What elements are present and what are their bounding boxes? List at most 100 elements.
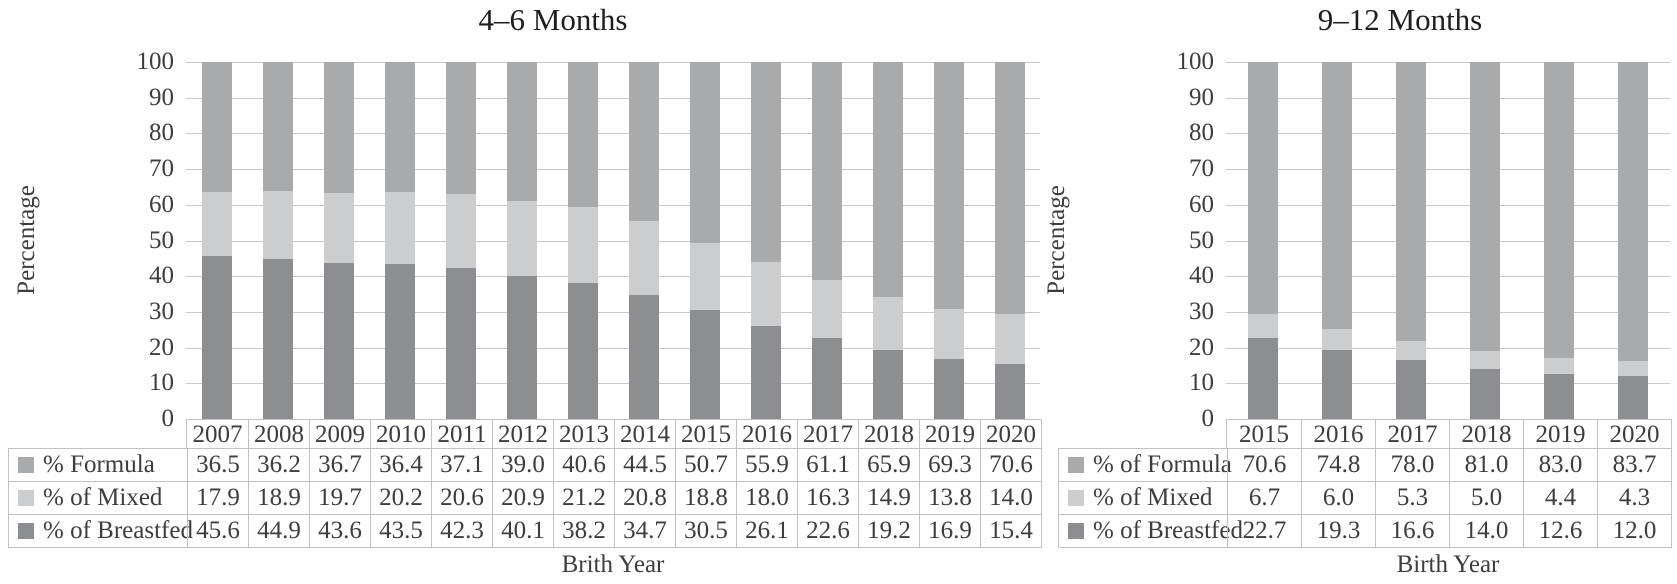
bar-segment-of-breastfed [506, 275, 537, 419]
bar-segment-formula [323, 62, 354, 194]
year-header-cell: 2017 [797, 420, 858, 449]
value-cell: 19.7 [309, 482, 370, 514]
bar-segment-of-breastfed [811, 338, 842, 419]
value-cell: 30.5 [675, 515, 736, 547]
legend-label: % of Mixed [43, 484, 163, 511]
year-header-cell: 2009 [309, 420, 370, 449]
legend-swatch-of-formula [1068, 457, 1084, 473]
legend-cell-of-formula: % of Formula [1059, 449, 1232, 481]
bar-segment-of-mixed [445, 194, 476, 268]
value-cell: 83.0 [1523, 449, 1597, 481]
y-axis-tick: 40 [149, 262, 174, 290]
gridline [1226, 133, 1670, 135]
value-cell: 22.6 [797, 515, 858, 547]
table-row-of-formula: % of Formula 70.6 74.8 78.0 81.0 83.0 83.7 [1058, 448, 1672, 482]
value-cell: 12.6 [1523, 515, 1597, 547]
gridline [186, 347, 1040, 349]
legend-label: % of Breastfed [1093, 517, 1243, 544]
legend-label: % of Breastfed [43, 517, 193, 544]
gridline [1226, 97, 1670, 99]
bar-segment-of-formula [1544, 62, 1574, 359]
y-axis-tick: 40 [1189, 262, 1214, 290]
bar-segment-of-mixed [1322, 328, 1352, 351]
bar-segment-of-formula [1618, 62, 1648, 361]
bar-segment-of-mixed [384, 191, 415, 264]
value-cell: 70.6 [980, 449, 1041, 481]
table-row-of-breastfed: % of Breastfed 45.6 44.9 43.6 43.5 42.3 40.1 38… [8, 514, 1042, 548]
value-cell: 20.6 [431, 482, 492, 514]
x-axis-title-left: Brith Year [561, 551, 665, 578]
year-header-cell: 2018 [1449, 420, 1523, 449]
year-header-cell: 2012 [492, 420, 553, 449]
year-header-cell: 2018 [858, 420, 919, 449]
bar-segment-of-mixed [750, 261, 781, 326]
bar-segment-formula [201, 62, 232, 193]
y-axis-tick: 60 [1189, 190, 1214, 218]
year-header-cell: 2019 [1523, 420, 1597, 449]
bar-segment-of-mixed [1248, 314, 1278, 338]
chart-title-9-12-months: 9–12 Months [1317, 2, 1483, 37]
bar-segment-formula [750, 62, 781, 262]
y-axis-tick: 90 [1189, 83, 1214, 111]
value-cell: 16.3 [797, 482, 858, 514]
y-axis-tick: 30 [1189, 297, 1214, 325]
bar-segment-formula [933, 62, 964, 310]
y-axis-tick: 100 [136, 48, 175, 75]
bar-segment-of-formula [1248, 62, 1278, 315]
gridline [1226, 62, 1670, 63]
bar-segment-formula [445, 62, 476, 195]
bar-segment-of-formula [1322, 61, 1352, 329]
legend-cell-formula: % Formula [9, 449, 187, 481]
year-header-cell: 2020 [1597, 420, 1671, 449]
value-cell: 17.9 [187, 482, 248, 514]
legend-swatch-formula [18, 457, 34, 473]
bar-segment-of-breastfed [1618, 376, 1648, 419]
table-row-formula: % Formula 36.5 36.2 36.7 36.4 37.1 39.0 40.6 44.… [8, 448, 1042, 482]
y-axis-tick: 80 [1189, 119, 1214, 147]
bar-segment-formula [262, 62, 293, 192]
legend-label: % of Formula [1093, 451, 1232, 478]
y-axis-tick: 30 [149, 297, 174, 325]
bar-segment-of-breastfed [323, 263, 354, 419]
data-table-header-row: 2007 2008 2009 2010 2011 2012 2013 2014 2015 2016… [186, 419, 1042, 450]
value-cell: 20.9 [492, 482, 553, 514]
y-axis-tick: 0 [161, 405, 175, 432]
bar-segment-of-mixed [994, 314, 1025, 364]
bar-segment-of-mixed [1396, 340, 1426, 360]
y-axis-tick: 70 [1189, 155, 1214, 183]
legend-swatch-of-mixed [18, 490, 34, 506]
gridline [1226, 311, 1670, 313]
y-axis-tick: 50 [1189, 226, 1214, 254]
table-row-of-breastfed: % of Breastfed 22.7 19.3 16.6 14.0 12.6 12.0 [1058, 514, 1672, 548]
gridline [1226, 240, 1670, 242]
y-axis-tick: 20 [149, 333, 174, 361]
bar-segment-of-breastfed [750, 325, 781, 419]
bar-segment-formula [994, 62, 1025, 315]
value-cell: 14.9 [858, 482, 919, 514]
year-header-cell: 2019 [919, 420, 980, 449]
bar-segment-of-mixed [262, 191, 293, 259]
value-cell: 18.0 [736, 482, 797, 514]
value-cell: 83.7 [1597, 449, 1671, 481]
chart-title-4-6-months: 4–6 Months [478, 2, 628, 37]
y-axis-tick: 20 [1189, 333, 1214, 361]
legend-swatch-of-mixed [1068, 490, 1084, 506]
gridline [186, 383, 1040, 385]
x-axis-title-right: Birth Year [1396, 551, 1500, 578]
table-row-of-mixed: % of Mixed 6.7 6.0 5.3 5.0 4.4 4.3 [1058, 481, 1672, 515]
bar-segment-of-breastfed [445, 267, 476, 419]
legend-cell-of-mixed: % of Mixed [9, 482, 187, 514]
year-header-cell: 2013 [553, 420, 614, 449]
y-axis-tick: 10 [149, 369, 174, 397]
value-cell: 55.9 [736, 449, 797, 481]
gridline [1226, 204, 1670, 206]
value-cell: 18.8 [675, 482, 736, 514]
value-cell: 4.4 [1523, 482, 1597, 514]
year-header-cell: 2010 [370, 420, 431, 449]
gridline [186, 276, 1040, 278]
bar-segment-formula [628, 62, 659, 221]
bar-segment-formula [567, 62, 598, 207]
bar-segment-of-breastfed [384, 263, 415, 419]
data-table-header-row: 2015 2016 2017 2018 2019 2020 [1226, 419, 1672, 450]
y-axis-tick: 0 [1201, 405, 1215, 432]
